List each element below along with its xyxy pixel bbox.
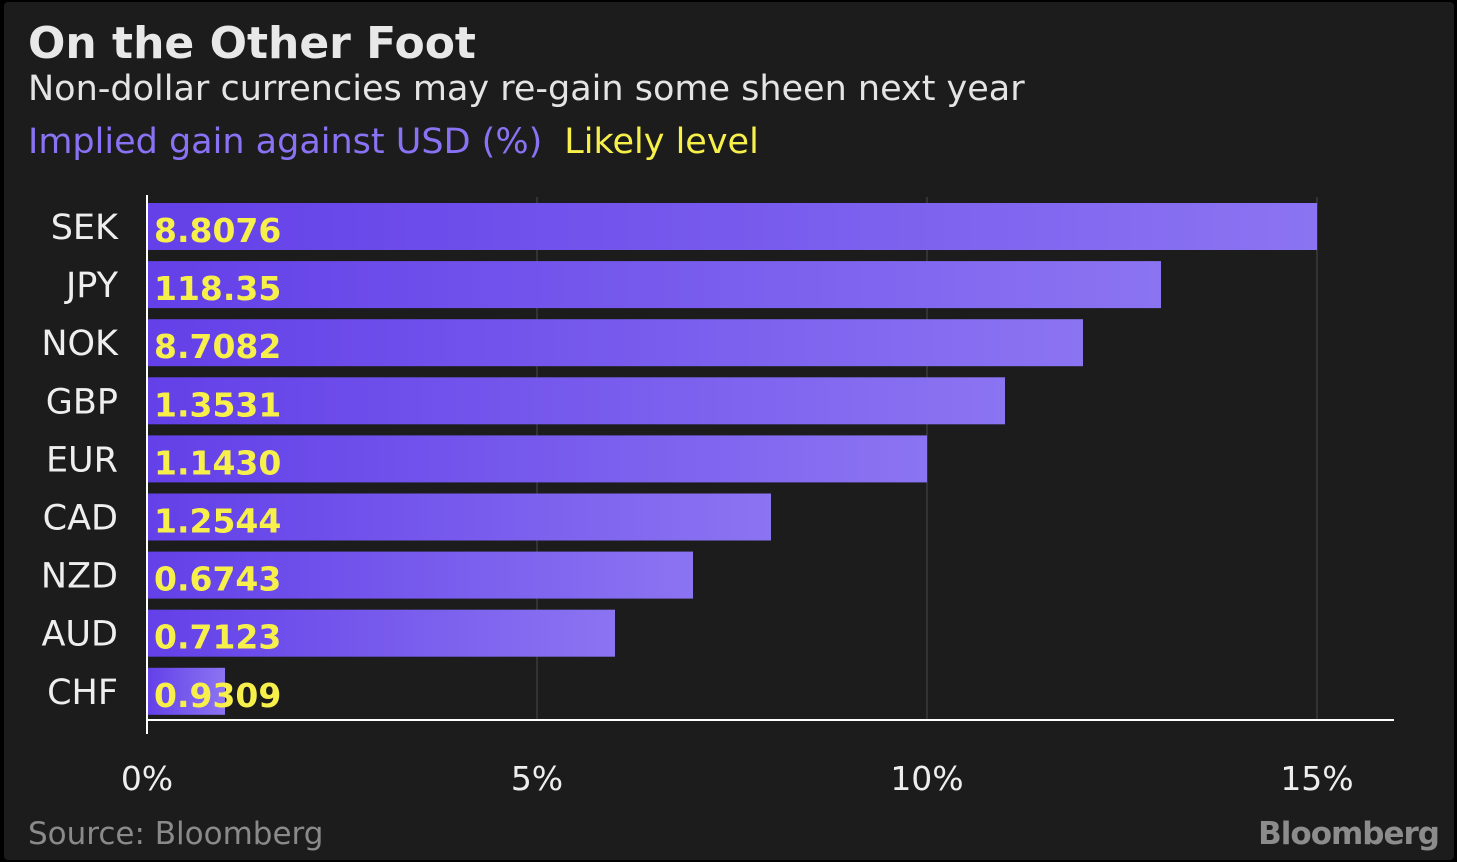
chart-legend: Implied gain against USD (%) Likely level bbox=[28, 118, 759, 166]
bars bbox=[147, 203, 1317, 715]
labels: 0% 5% 10% 15% SEK 8.8076 JPY 118.35 NOK 8.7082 GBP… bbox=[41, 208, 1354, 798]
bar-jpy bbox=[147, 261, 1161, 309]
bloomberg-logo: Bloomberg bbox=[1258, 816, 1440, 852]
x-tick-label: 5% bbox=[511, 759, 563, 798]
bar-nzd bbox=[147, 551, 693, 599]
x-tick-label: 15% bbox=[1280, 759, 1353, 798]
category-label: AUD bbox=[41, 615, 118, 655]
category-label: CHF bbox=[47, 673, 118, 713]
likely-level-label: 0.7123 bbox=[154, 618, 281, 657]
bar-eur bbox=[147, 435, 927, 483]
likely-level-label: 1.1430 bbox=[154, 443, 281, 482]
x-tick-label: 10% bbox=[890, 759, 963, 798]
chart-frame bbox=[4, 2, 1454, 860]
category-label: SEK bbox=[51, 208, 119, 248]
chart-title: On the Other Foot bbox=[28, 18, 476, 69]
likely-level-label: 8.8076 bbox=[154, 211, 281, 250]
category-label: JPY bbox=[64, 266, 119, 306]
likely-level-label: 1.2544 bbox=[154, 502, 281, 541]
likely-level-label: 118.35 bbox=[154, 269, 281, 308]
category-label: CAD bbox=[43, 499, 118, 539]
axes bbox=[146, 195, 1394, 734]
category-label: NOK bbox=[41, 324, 119, 364]
likely-level-label: 8.7082 bbox=[154, 327, 281, 366]
bar-nok bbox=[147, 319, 1083, 367]
chart-subtitle: Non-dollar currencies may re-gain some s… bbox=[28, 69, 1025, 109]
legend-implied-gain: Implied gain against USD (%) bbox=[28, 122, 543, 162]
bar-aud bbox=[147, 609, 615, 657]
category-label: NZD bbox=[41, 557, 118, 597]
likely-level-label: 0.6743 bbox=[154, 560, 281, 599]
bar-cad bbox=[147, 493, 771, 541]
bar-sek bbox=[147, 203, 1317, 250]
x-tick-label: 0% bbox=[121, 759, 173, 798]
category-label: GBP bbox=[46, 382, 118, 422]
legend-likely-level: Likely level bbox=[564, 122, 759, 162]
category-label: EUR bbox=[46, 440, 118, 480]
likely-level-label: 0.9309 bbox=[154, 676, 281, 715]
bar-gbp bbox=[147, 377, 1005, 425]
bar-chf bbox=[147, 667, 225, 715]
source-note: Source: Bloomberg bbox=[28, 816, 324, 852]
likely-level-label: 1.3531 bbox=[154, 385, 281, 424]
